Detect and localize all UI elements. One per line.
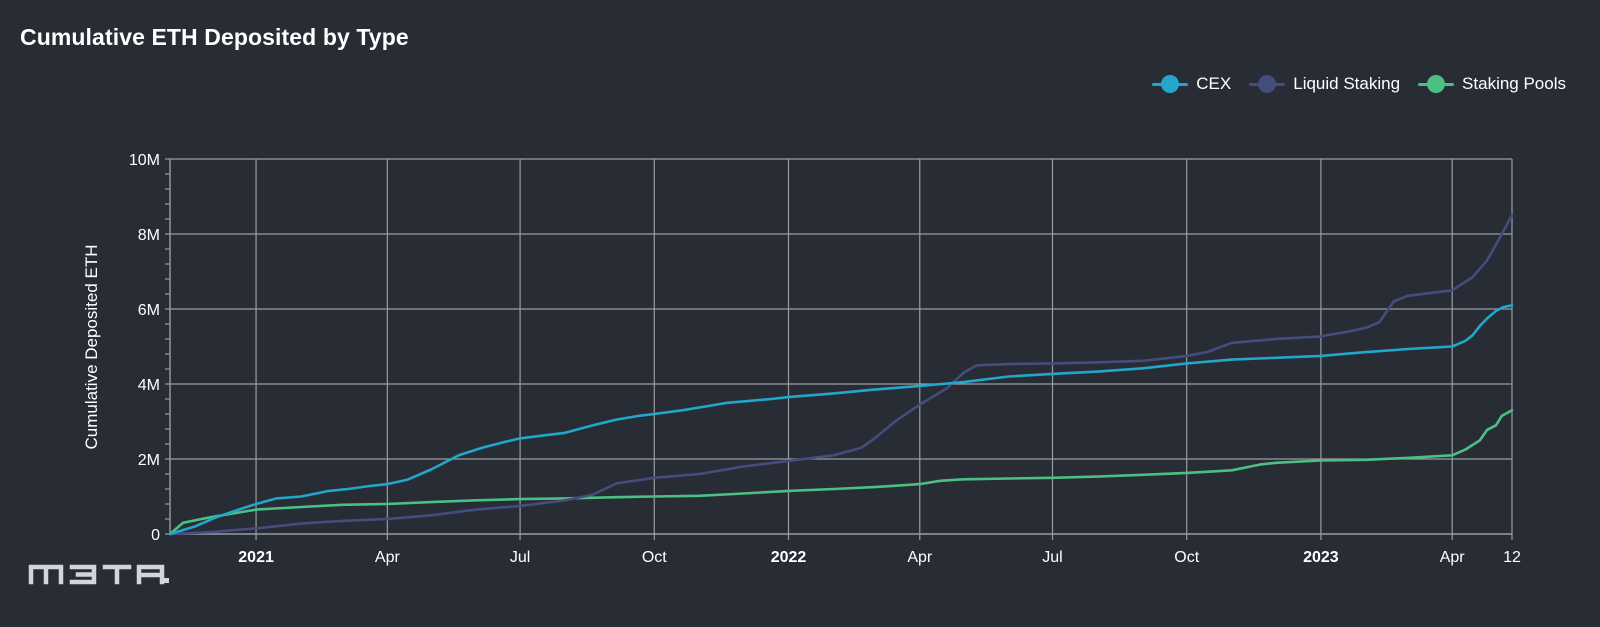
y-tick-label: 4M (138, 377, 160, 394)
x-tick-label: Apr (375, 549, 401, 566)
y-tick-label: 6M (138, 302, 160, 319)
legend-swatch-staking-pools-icon (1418, 75, 1455, 93)
chart-title: Cumulative ETH Deposited by Type (20, 24, 409, 50)
y-axis-title: Cumulative Deposited ETH (82, 244, 101, 449)
chart-axes (165, 158, 1512, 535)
x-tick-label: Oct (1174, 549, 1199, 566)
series-line-staking-pools[interactable] (168, 408, 1514, 536)
legend-item-staking-pools[interactable]: Staking Pools (1418, 74, 1566, 94)
legend-item-cex[interactable]: CEX (1152, 74, 1231, 94)
legend-item-liquid-staking[interactable]: Liquid Staking (1249, 74, 1400, 94)
legend-label-cex: CEX (1196, 74, 1232, 93)
x-tick-label: Jul (1042, 549, 1062, 566)
x-tick-label: Jul (510, 549, 530, 566)
chart-series (168, 214, 1514, 536)
series-line-liquid-staking[interactable] (168, 214, 1514, 536)
x-tick-label: 2021 (238, 549, 274, 566)
x-tick-label: 12 (1503, 549, 1521, 566)
x-tick-label: Apr (907, 549, 933, 566)
legend-label-staking-pools: Staking Pools (1462, 74, 1566, 93)
legend-label-liquid-staking: Liquid Staking (1293, 74, 1401, 93)
legend-swatch-liquid-staking-icon (1249, 75, 1286, 93)
y-tick-label: 8M (138, 227, 160, 244)
series-line-cex[interactable] (168, 303, 1514, 536)
x-tick-label: Apr (1440, 549, 1466, 566)
chart-grid (170, 158, 1513, 540)
y-tick-label: 10M (129, 152, 160, 169)
x-tick-label: 2022 (771, 549, 807, 566)
legend-swatch-cex-icon (1152, 75, 1189, 93)
y-tick-label: 0 (151, 527, 160, 544)
y-tick-label: 2M (138, 452, 160, 469)
chart-tick-labels: 0 2M 4M 6M 8M 10M 2021 Apr Jul Oct 2022 Apr Jul Oct 20… (129, 152, 1521, 566)
m3ta-logo-icon (28, 564, 169, 585)
chart-legend: CEX Liquid Staking Staking Pools (1152, 74, 1566, 94)
x-tick-label: 2023 (1303, 549, 1339, 566)
x-tick-label: Oct (642, 549, 667, 566)
